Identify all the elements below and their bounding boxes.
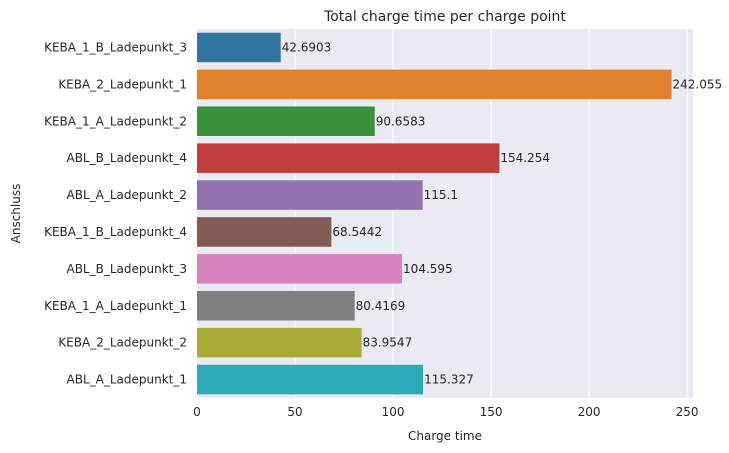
value-label: 154.254	[500, 151, 550, 165]
y-tick-labels: KEBA_1_B_Ladepunkt_3 KEBA_2_Ladepunkt_1 KE…	[44, 40, 187, 386]
bar	[197, 217, 332, 247]
value-labels: 42.6903 242.055 90.6583 154.254 115.1 68.5442…	[282, 40, 722, 386]
bar	[197, 32, 281, 63]
bar	[197, 69, 672, 100]
y-tick-label: ABL_A_Ladepunkt_1	[67, 373, 188, 387]
bar	[197, 106, 375, 137]
value-label: 68.5442	[332, 225, 382, 239]
y-tick-label: ABL_A_Ladepunkt_2	[67, 188, 188, 202]
x-tick-label: 0	[193, 405, 201, 419]
y-tick-label: KEBA_1_A_Ladepunkt_1	[44, 299, 187, 313]
value-label: 42.6903	[282, 40, 332, 54]
bar	[197, 327, 362, 358]
x-tick-label: 150	[480, 405, 503, 419]
y-tick-label: ABL_B_Ladepunkt_4	[66, 151, 187, 165]
bars-group	[197, 32, 672, 395]
value-label: 115.327	[424, 373, 474, 387]
y-axis-label: Anschluss	[9, 184, 23, 244]
value-label: 115.1	[424, 188, 458, 202]
x-tick-label: 250	[676, 405, 699, 419]
bar	[197, 180, 423, 210]
x-tick-label: 100	[382, 405, 405, 419]
value-label: 90.6583	[376, 114, 426, 128]
chart-title: Total charge time per charge point	[323, 9, 566, 25]
bar	[197, 290, 355, 321]
x-tick-label: 50	[287, 405, 302, 419]
y-tick-label: KEBA_1_A_Ladepunkt_2	[44, 114, 187, 128]
y-tick-label: KEBA_2_Ladepunkt_1	[58, 77, 187, 91]
y-tick-label: KEBA_1_B_Ladepunkt_3	[44, 40, 187, 54]
y-tick-label: KEBA_1_B_Ladepunkt_4	[44, 225, 187, 239]
value-label: 83.9547	[363, 336, 413, 350]
x-tick-labels: 0 50 100 150 200 250	[193, 405, 698, 419]
y-tick-label: ABL_B_Ladepunkt_3	[66, 262, 187, 276]
bar	[197, 364, 424, 395]
x-axis-label: Charge time	[408, 429, 482, 443]
bar	[197, 254, 403, 284]
value-label: 80.4169	[356, 299, 406, 313]
x-tick-label: 200	[578, 405, 601, 419]
value-label: 242.055	[673, 77, 723, 91]
bar	[197, 143, 500, 173]
value-label: 104.595	[403, 262, 453, 276]
y-tick-label: KEBA_2_Ladepunkt_2	[58, 336, 187, 350]
